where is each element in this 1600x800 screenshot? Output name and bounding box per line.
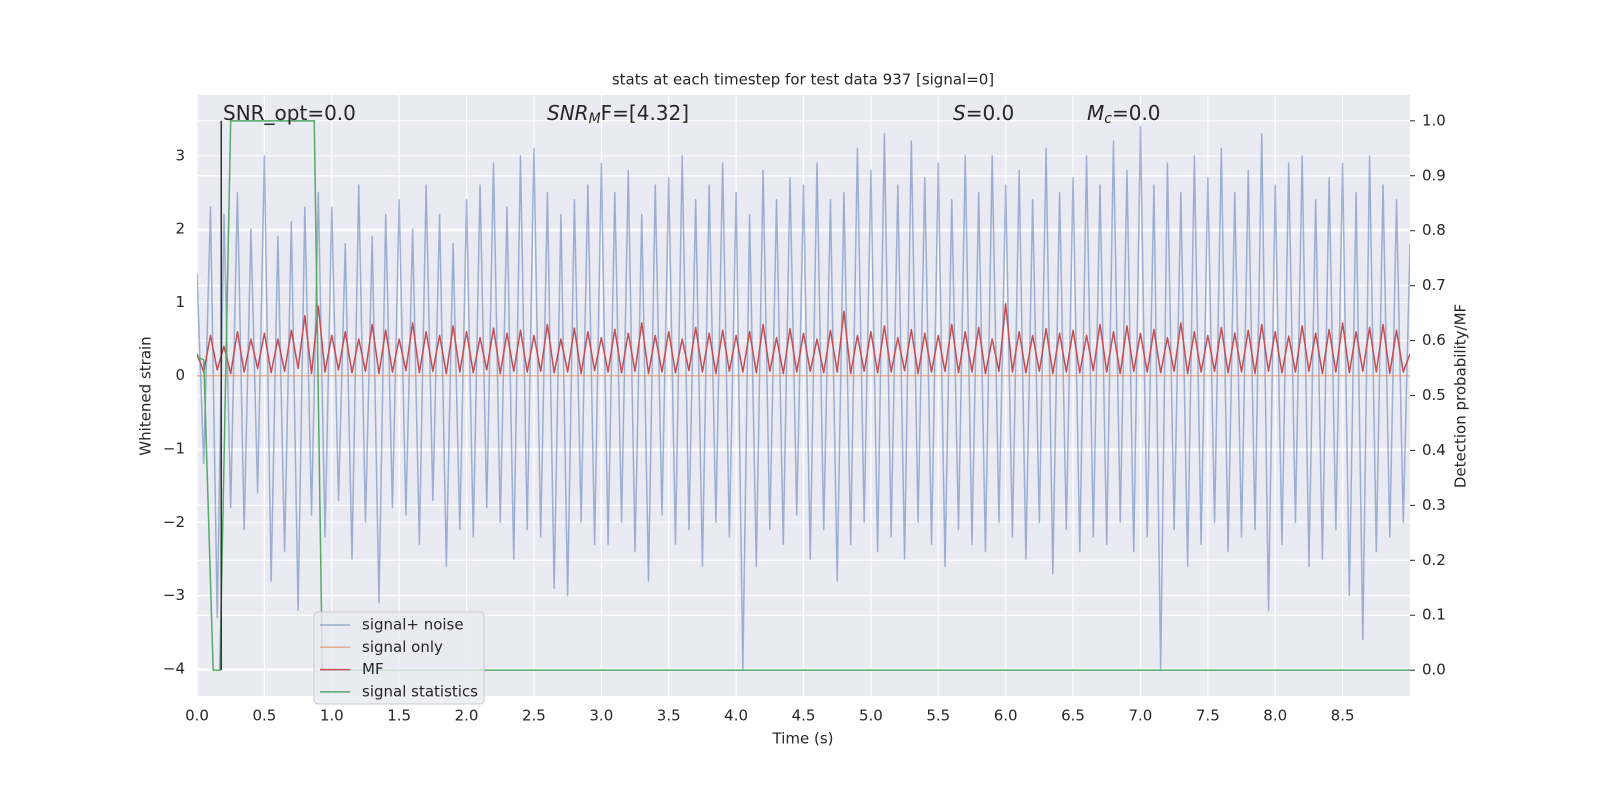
y2-tick-label: 0.7 — [1422, 276, 1446, 294]
y2-tick-label: 0.8 — [1422, 221, 1446, 239]
annotation-part: M — [1087, 101, 1104, 125]
annotation: SNR_opt=0.0 — [223, 101, 356, 125]
y2-tick-label: 0.2 — [1422, 551, 1446, 569]
x-tick-label: 0.0 — [185, 707, 209, 725]
x-tick-label: 4.0 — [724, 707, 748, 725]
y-axis-label: Whitened strain — [137, 336, 155, 455]
x-tick-label: 8.0 — [1263, 707, 1287, 725]
legend-label: signal statistics — [362, 682, 478, 700]
legend-label: signal+ noise — [362, 616, 464, 634]
y2-tick-label: 0.4 — [1422, 441, 1446, 459]
x-tick-label: 2.0 — [455, 707, 479, 725]
y-tick-label: 2 — [175, 220, 185, 238]
chart-title: stats at each timestep for test data 937… — [612, 71, 994, 89]
annotation-part: S — [953, 101, 966, 125]
x-tick-label: 1.5 — [387, 707, 411, 725]
x-tick-label: 3.5 — [657, 707, 681, 725]
annotation-part: =0.0 — [1112, 101, 1161, 125]
series-line — [197, 125, 1410, 670]
legend-label: MF — [362, 660, 384, 678]
x-tick-label: 5.5 — [926, 707, 950, 725]
legend-box — [313, 611, 485, 705]
x-tick-label: 6.0 — [994, 707, 1018, 725]
y-tick-label: 3 — [175, 146, 185, 164]
x-tick-label: 7.5 — [1196, 707, 1220, 725]
y2-tick-label: 0.3 — [1422, 496, 1446, 514]
y2-tick-label: 0.9 — [1422, 166, 1446, 184]
annotation-part: F=[4.32] — [601, 101, 689, 125]
legend-label: signal only — [362, 638, 443, 656]
series-line — [197, 120, 1410, 671]
annotation-part: c — [1104, 111, 1112, 127]
annotation-part: SNR — [547, 101, 589, 125]
x-tick-label: 1.0 — [320, 707, 344, 725]
annotation-part: M — [589, 111, 601, 127]
x-tick-label: 0.5 — [252, 707, 276, 725]
y2-tick-label: 0.5 — [1422, 386, 1446, 404]
x-tick-label: 2.5 — [522, 707, 546, 725]
y-tick-label: 1 — [175, 293, 185, 311]
y2-tick-label: 0.6 — [1422, 331, 1446, 349]
y-tick-label: −4 — [163, 659, 185, 677]
annotation: Mc=0.0 — [1087, 101, 1161, 128]
y-tick-label: 0 — [175, 366, 185, 384]
y-tick-label: −3 — [163, 586, 185, 604]
x-tick-label: 5.0 — [859, 707, 883, 725]
x-axis-label: Time (s) — [772, 730, 834, 748]
x-tick-label: 8.5 — [1331, 707, 1355, 725]
x-tick-label: 3.0 — [589, 707, 613, 725]
x-tick-label: 7.0 — [1129, 707, 1153, 725]
y2-tick-label: 1.0 — [1422, 111, 1446, 129]
y2-axis-label: Detection probability/MF — [1452, 304, 1470, 488]
x-tick-label: 6.5 — [1061, 707, 1085, 725]
annotation-part: SNR_opt=0.0 — [223, 101, 356, 125]
x-tick-label: 4.5 — [792, 707, 816, 725]
y2-tick-label: 0.0 — [1422, 661, 1446, 679]
y-tick-label: −2 — [163, 513, 185, 531]
y-tick-label: −1 — [163, 440, 185, 458]
annotation-part: =0.0 — [966, 101, 1015, 125]
annotation: S=0.0 — [953, 101, 1014, 125]
y2-tick-label: 0.1 — [1422, 606, 1446, 624]
annotation: SNRMF=[4.32] — [547, 101, 689, 128]
series-line — [197, 303, 1410, 375]
